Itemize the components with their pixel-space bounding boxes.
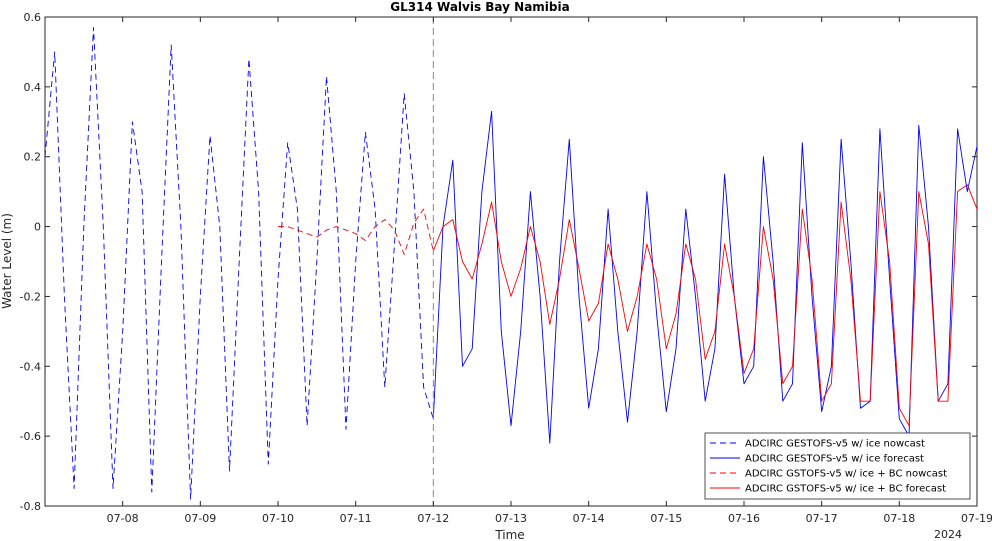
y-tick-label: -0.2 xyxy=(20,290,41,303)
year-label: 2024 xyxy=(934,528,962,541)
x-tick-label: 07-19 xyxy=(961,512,992,525)
legend-label-2: ADCIRC GESTOFS-v5 w/ ice forecast xyxy=(745,454,924,465)
y-tick-label: 0 xyxy=(34,221,41,234)
legend-label-1: ADCIRC GESTOFS-v5 w/ ice nowcast xyxy=(745,439,925,450)
chart-title: GL314 Walvis Bay Namibia xyxy=(390,0,569,14)
y-tick-label: -0.4 xyxy=(20,360,41,373)
legend-box xyxy=(704,432,971,500)
series-layer xyxy=(44,27,978,500)
y-tick-label: 0.4 xyxy=(24,81,42,94)
x-tick-label: 07-15 xyxy=(650,512,682,525)
legend-label-4: ADCIRC GSTOFS-v5 w/ ice + BC forecast xyxy=(745,484,946,495)
x-tick-label: 07-10 xyxy=(262,512,294,525)
x-tick-label: 07-17 xyxy=(806,512,838,525)
x-tick-label: 07-12 xyxy=(417,512,449,525)
x-tick-label: 07-09 xyxy=(184,512,216,525)
y-tick-label: 0.2 xyxy=(24,151,42,164)
series-line-1 xyxy=(44,27,434,500)
y-tick-label: 0.6 xyxy=(24,11,42,24)
series-line-4 xyxy=(432,184,978,427)
y-tick-label: -0.8 xyxy=(20,500,41,513)
x-axis-label: Time xyxy=(494,528,524,541)
x-tick-label: 07-14 xyxy=(573,512,605,525)
x-tick-label: 07-08 xyxy=(107,512,139,525)
y-tick-label: -0.6 xyxy=(20,430,41,443)
x-tick-label: 07-11 xyxy=(340,512,372,525)
y-axis-label: Water Level (m) xyxy=(0,213,14,309)
y-axis: -0.8 -0.6 -0.4 -0.2 0 0.2 0.4 0.6 xyxy=(20,11,977,513)
x-tick-label: 07-13 xyxy=(495,512,527,525)
legend-label-3: ADCIRC GSTOFS-v5 w/ ice + BC nowcast xyxy=(745,469,947,480)
x-tick-label: 07-16 xyxy=(728,512,760,525)
series-line-3 xyxy=(278,208,434,255)
x-axis: 07-08 07-09 07-10 07-11 07-12 07-13 07-14 07-15… xyxy=(107,17,992,525)
x-tick-label: 07-18 xyxy=(883,512,915,525)
legend: ADCIRC GESTOFS-v5 w/ ice nowcast ADCIRC G… xyxy=(704,432,971,500)
series-line-2 xyxy=(432,110,978,444)
